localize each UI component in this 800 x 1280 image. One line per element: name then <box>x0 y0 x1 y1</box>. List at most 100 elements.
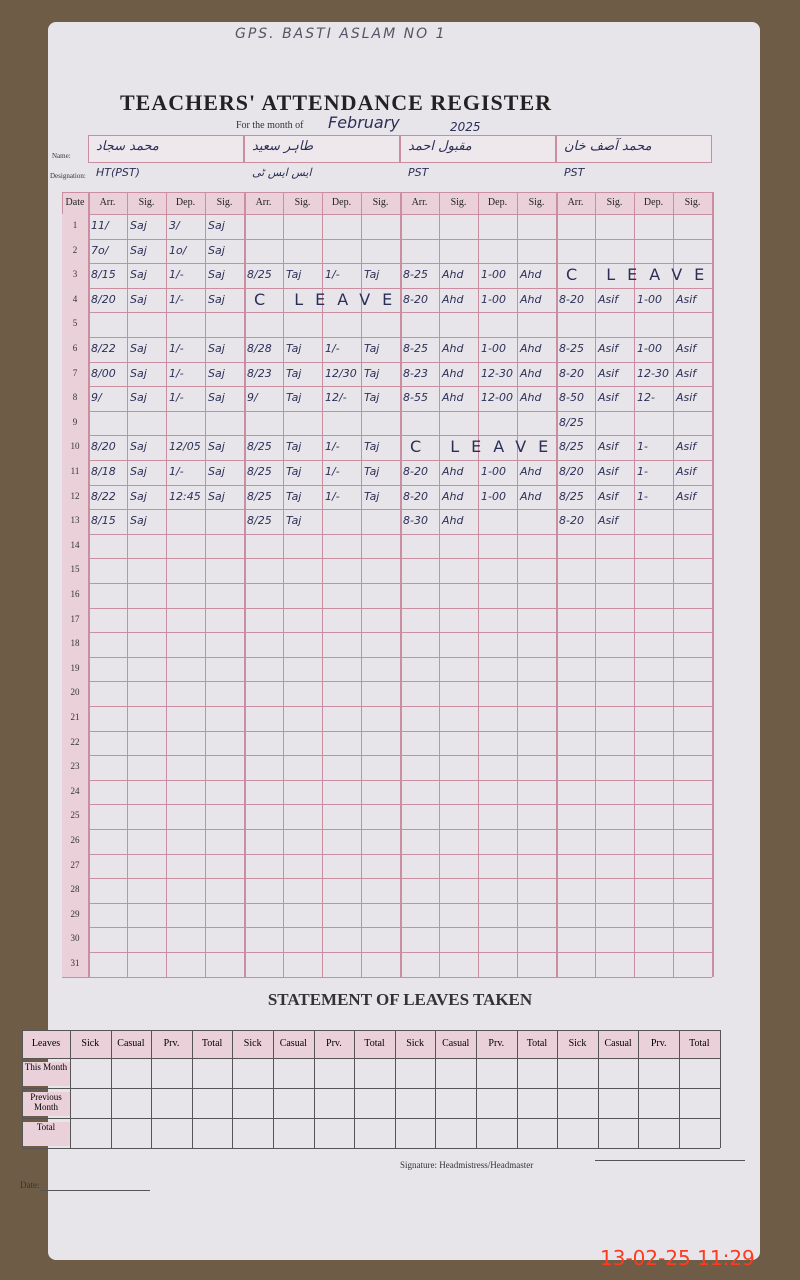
day-number: 29 <box>70 908 80 919</box>
grid-h <box>62 976 712 978</box>
header-row <box>62 192 712 214</box>
grid-h <box>62 804 712 806</box>
entry: Saj <box>130 219 147 232</box>
grid-h <box>62 214 712 215</box>
column-header: Dep. <box>331 197 352 208</box>
leaves-row-label: Total <box>22 1122 70 1146</box>
entry: Saj <box>208 440 225 454</box>
entry: 1/- <box>169 342 184 355</box>
entry: Taj <box>286 366 302 380</box>
entry: 8/15 <box>91 268 116 282</box>
leaves-column: Prv. <box>488 1038 505 1049</box>
leaves-title: STATEMENT OF LEAVES TAKEN <box>267 990 533 1009</box>
entry: Taj <box>364 465 380 478</box>
date-cell <box>62 583 88 608</box>
leaves-v <box>435 1030 437 1148</box>
entry: 8-23 <box>403 366 428 380</box>
day-number: 24 <box>70 785 80 796</box>
leaves-v <box>151 1030 153 1148</box>
entry: 12-00 <box>481 391 513 405</box>
name-cell <box>556 135 712 163</box>
entry: 8/18 <box>91 465 116 478</box>
entry: Asif <box>676 391 697 405</box>
grid-h <box>62 779 712 781</box>
entry: Taj <box>364 391 380 405</box>
day-number: 22 <box>70 736 80 747</box>
entry: Saj <box>130 514 147 528</box>
year: 2025 <box>450 120 481 134</box>
leaves-column: Prv. <box>650 1038 667 1049</box>
date-cell <box>62 337 88 362</box>
entry: Taj <box>286 268 302 282</box>
entry: Saj <box>208 268 225 282</box>
entry: 12/- <box>325 391 347 405</box>
entry: 8-20 <box>403 489 428 503</box>
entry: 8/25 <box>559 489 584 503</box>
leaves-column: Prv. <box>163 1038 180 1049</box>
leaves-v <box>476 1030 477 1148</box>
column-header: Sig. <box>138 197 155 208</box>
entry: 8/25 <box>559 415 584 429</box>
entry: Asif <box>676 342 697 355</box>
entry: 8/25 <box>247 440 272 454</box>
date-cell <box>62 902 88 928</box>
date-cell <box>62 460 88 485</box>
entry: 1/- <box>325 465 340 478</box>
title: TEACHERS' ATTENDANCE REGISTER <box>120 90 553 115</box>
entry: Taj <box>286 342 302 355</box>
grid-h <box>62 755 712 757</box>
column-header: Arr. <box>567 197 584 208</box>
entry: Ahd <box>442 292 464 306</box>
entry: Taj <box>286 391 302 405</box>
entry: 7o/ <box>91 243 109 257</box>
leave-entry: C LEAVE <box>254 289 405 309</box>
entry: 8/25 <box>247 465 272 478</box>
entry: Ahd <box>442 391 464 405</box>
entry: Saj <box>208 243 225 257</box>
day-number: 17 <box>70 613 80 624</box>
date-cell <box>62 829 88 854</box>
grid-v <box>127 192 128 977</box>
grid-h <box>62 927 712 929</box>
entry: Taj <box>286 440 302 454</box>
column-header: Dep. <box>643 197 664 208</box>
entry: 1-00 <box>481 268 506 282</box>
entry: 8/15 <box>91 514 116 528</box>
entry: Asif <box>598 514 619 528</box>
grid-h <box>62 656 712 658</box>
date-cell <box>62 484 88 510</box>
entry: Ahd <box>520 342 542 355</box>
column-header: Arr. <box>99 197 116 208</box>
entry: Saj <box>130 292 147 306</box>
leaves-column: Total <box>201 1038 223 1049</box>
column-header: Sig. <box>294 197 311 208</box>
grid-v <box>595 192 596 977</box>
entry: 1/- <box>169 366 184 380</box>
date-cell <box>62 214 88 239</box>
leaves-v <box>638 1030 640 1148</box>
leaves-row-label: This Month <box>22 1062 70 1086</box>
entry: Taj <box>286 514 302 528</box>
date-label: Date: <box>20 1180 40 1190</box>
entry: Ahd <box>442 514 464 528</box>
entry: Saj <box>208 219 225 232</box>
entry: Saj <box>130 243 147 257</box>
grid-v <box>478 192 479 977</box>
leaves-column: Sick <box>81 1038 100 1049</box>
grid-h <box>62 583 712 584</box>
entry: Taj <box>364 489 380 503</box>
grid-h <box>62 312 712 314</box>
entry: Saj <box>208 391 225 405</box>
entry: Saj <box>130 391 147 405</box>
teacher-name: محمد سجاد <box>96 139 159 154</box>
teacher-name: محمد آصف خان <box>564 139 652 154</box>
grid-h <box>62 435 712 437</box>
column-header: Arr. <box>255 197 272 208</box>
entry: 1/- <box>169 391 184 405</box>
date-line <box>40 1190 150 1191</box>
entry: 12/05 <box>169 440 201 454</box>
grid-v <box>283 192 284 977</box>
grid-h <box>62 878 712 880</box>
entry: Saj <box>208 489 225 503</box>
entry: 8/25 <box>247 514 272 528</box>
